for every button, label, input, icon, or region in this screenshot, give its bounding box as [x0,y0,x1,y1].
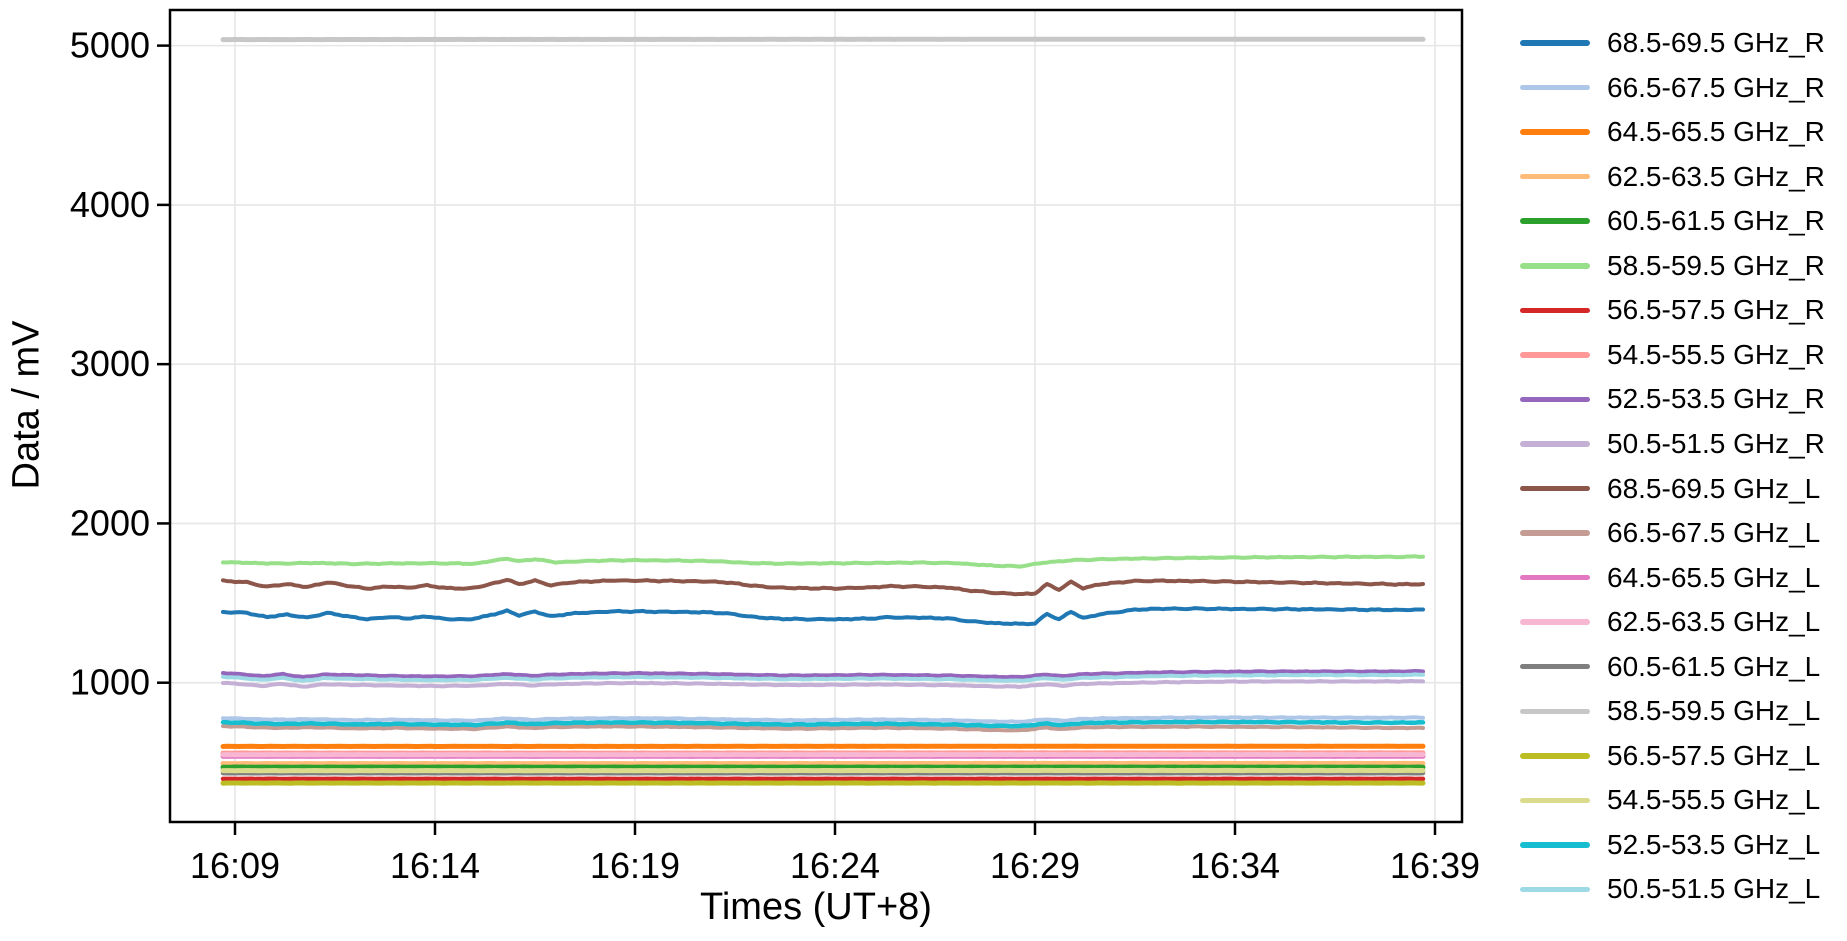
legend-swatch [1520,753,1590,759]
legend-item: 60.5-61.5 GHz_L [1500,644,1820,689]
legend-item: 52.5-53.5 GHz_R [1500,377,1825,422]
series-line-52-5-53-5-ghz-r [221,669,1425,680]
legend-swatch [1520,40,1590,46]
series-line-68-5-69-5-ghz-l [221,577,1425,597]
series-line-50-5-51-5-ghz-r [221,678,1425,689]
legend-item: 58.5-59.5 GHz_R [1500,243,1825,288]
legend-label: 64.5-65.5 GHz_L [1607,561,1821,593]
y-axis-label: Data / mV [5,320,48,490]
series-line-58-5-59-5-ghz-r [221,554,1425,569]
legend-label: 52.5-53.5 GHz_L [1607,828,1821,860]
series-line-66-5-67-5-ghz-l [221,724,1425,733]
legend-item: 68.5-69.5 GHz_L [1500,466,1820,511]
series-line-52-5-53-5-ghz-l [220,719,1426,729]
legend-item: 66.5-67.5 GHz_R [1500,65,1825,110]
x-axis-label: Times (UT+8) [700,886,932,928]
x-tick-label: 16:19 [590,845,680,886]
legend-item: 66.5-67.5 GHz_L [1500,511,1820,556]
legend-swatch [1520,797,1590,804]
legend-item: 64.5-65.5 GHz_R [1500,110,1825,155]
y-tick-label: 1000 [70,662,150,703]
legend-label: 50.5-51.5 GHz_L [1607,873,1821,905]
legend-item: 62.5-63.5 GHz_R [1500,154,1825,199]
y-tick-label: 5000 [70,25,150,66]
y-tick-label: 2000 [70,502,150,543]
x-tick-label: 16:14 [390,845,480,886]
legend-item: 68.5-69.5 GHz_R [1500,21,1825,66]
legend-item: 50.5-51.5 GHz_R [1500,421,1825,466]
legend-label: 62.5-63.5 GHz_R [1607,160,1825,192]
plot-frame [168,8,1464,824]
legend-label: 66.5-67.5 GHz_L [1607,517,1821,549]
legend-label: 68.5-69.5 GHz_R [1607,27,1825,58]
legend-swatch [1520,886,1590,893]
legend-swatch [1520,129,1590,135]
legend-label: 66.5-67.5 GHz_R [1607,71,1825,103]
legend-swatch [1520,218,1590,224]
legend-swatch [1520,619,1590,625]
x-tick-label: 16:39 [1390,845,1480,886]
series-line-68-5-69-5-ghz-r [221,606,1425,627]
y-tick-label: 3000 [70,343,150,384]
legend-swatch [1520,396,1590,403]
legend-label: 58.5-59.5 GHz_R [1607,249,1825,281]
legend-item: 56.5-57.5 GHz_L [1500,733,1820,778]
legend-item: 62.5-63.5 GHz_L [1500,600,1820,645]
series-line-66-5-67-5-ghz-r [221,715,1425,724]
legend-label: 54.5-55.5 GHz_R [1607,338,1825,370]
legend-swatch [1520,485,1590,492]
legend-item: 54.5-55.5 GHz_L [1500,778,1820,823]
legend-swatch [1520,574,1590,581]
legend-swatch [1520,307,1590,314]
legend-label: 56.5-57.5 GHz_R [1607,294,1825,326]
x-tick-label: 16:24 [790,845,880,886]
legend-item: 58.5-59.5 GHz_L [1500,689,1820,734]
legend-item: 54.5-55.5 GHz_R [1500,332,1825,377]
legend-item: 50.5-51.5 GHz_L [1500,867,1820,912]
x-tick-label: 16:34 [1190,845,1280,886]
legend-label: 60.5-61.5 GHz_R [1607,205,1825,237]
legend-label: 60.5-61.5 GHz_L [1607,650,1821,682]
legend-item: 52.5-53.5 GHz_L [1500,822,1820,867]
legend-item: 60.5-61.5 GHz_R [1500,199,1825,244]
legend-label: 50.5-51.5 GHz_R [1607,427,1825,459]
legend-swatch [1520,173,1590,180]
y-tick-label: 4000 [70,184,150,225]
legend-swatch [1520,663,1590,670]
legend: 68.5-69.5 GHz_R 66.5-67.5 GHz_R 64.5-65.5 … [1500,0,1847,941]
x-tick-label: 16:29 [990,845,1080,886]
legend-label: 68.5-69.5 GHz_L [1607,472,1821,504]
legend-label: 58.5-59.5 GHz_L [1607,695,1821,727]
legend-label: 56.5-57.5 GHz_L [1607,739,1821,771]
series-line-50-5-51-5-ghz-l [221,672,1425,683]
legend-label: 52.5-53.5 GHz_R [1607,383,1825,415]
legend-label: 62.5-63.5 GHz_L [1607,606,1821,638]
x-tick-label: 16:09 [190,845,280,886]
legend-item: 56.5-57.5 GHz_R [1500,288,1825,333]
legend-item: 64.5-65.5 GHz_L [1500,555,1820,600]
legend-swatch [1520,708,1590,714]
legend-swatch [1520,84,1590,91]
legend-swatch [1520,352,1590,358]
legend-swatch [1520,530,1590,536]
legend-swatch [1520,263,1590,269]
legend-label: 64.5-65.5 GHz_R [1607,116,1825,148]
legend-swatch [1520,842,1590,848]
legend-swatch [1520,441,1590,447]
legend-label: 54.5-55.5 GHz_L [1607,784,1821,816]
